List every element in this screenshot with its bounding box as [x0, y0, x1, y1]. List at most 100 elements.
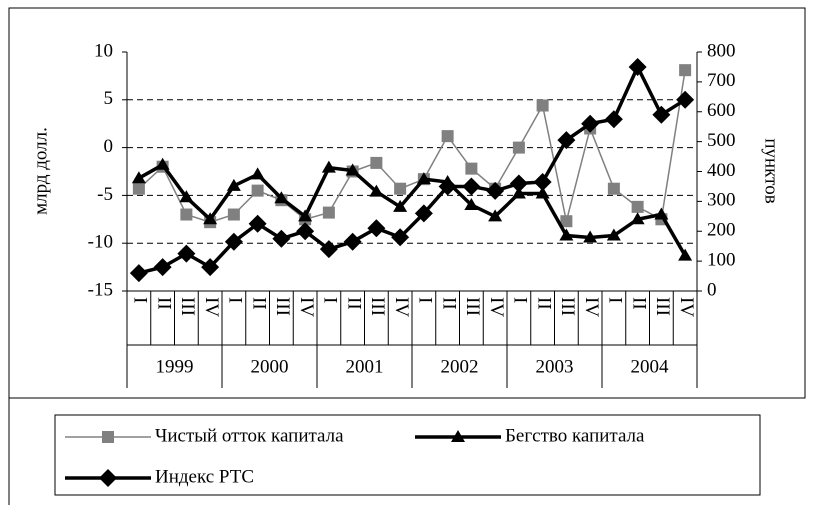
- year-label: 2001: [346, 356, 384, 377]
- data-point: [509, 174, 528, 193]
- y-tick-label: -10: [88, 232, 113, 253]
- x-tick-label: II: [533, 297, 554, 310]
- x-tick-label: III: [462, 297, 483, 316]
- data-point: [393, 199, 408, 212]
- x-tick-label: IV: [391, 297, 412, 317]
- legend-marker: [451, 430, 465, 442]
- y-tick-label: 10: [94, 40, 113, 61]
- data-point: [203, 212, 218, 225]
- data-point: [607, 182, 620, 195]
- data-point: [486, 181, 505, 200]
- data-point: [201, 258, 220, 277]
- series-line: [138, 70, 686, 223]
- x-tick-label: I: [130, 297, 151, 303]
- y-tick-label: 0: [104, 136, 114, 157]
- data-point: [180, 208, 193, 221]
- data-point: [370, 156, 383, 169]
- data-point: [343, 232, 362, 251]
- data-point: [251, 184, 264, 197]
- data-point: [654, 207, 669, 220]
- x-tick-label: I: [225, 297, 246, 303]
- data-point: [462, 177, 481, 196]
- data-point: [679, 64, 692, 77]
- data-point: [272, 229, 291, 248]
- series-line: [138, 162, 687, 257]
- year-label: 1999: [156, 356, 194, 377]
- legend-marker: [99, 469, 117, 487]
- data-point: [224, 232, 243, 251]
- data-point: [131, 171, 146, 184]
- x-tick-label: II: [153, 297, 174, 310]
- y2-tick-label: 400: [707, 160, 736, 181]
- x-tick-label: III: [367, 297, 388, 316]
- x-tick-label: I: [415, 297, 436, 303]
- data-point: [250, 167, 265, 180]
- legend-label: Индекс РТС: [155, 466, 254, 487]
- x-tick-label: III: [272, 297, 293, 316]
- data-point: [345, 163, 360, 176]
- data-point: [367, 219, 386, 238]
- y-axis-label: млрд долл.: [30, 127, 51, 215]
- data-point: [296, 222, 315, 241]
- legend-label: Бегство капитала: [505, 425, 645, 446]
- x-tick-label: II: [438, 297, 459, 310]
- data-point: [676, 90, 695, 109]
- y2-tick-label: 800: [707, 40, 736, 61]
- data-point: [511, 186, 526, 199]
- year-label: 2003: [536, 356, 574, 377]
- legend-label: Чистый отток капитала: [155, 425, 344, 446]
- data-point: [441, 130, 454, 143]
- data-point: [630, 212, 645, 225]
- x-tick-label: IV: [296, 297, 317, 317]
- data-point: [488, 209, 503, 222]
- data-point: [369, 184, 384, 197]
- y2-tick-label: 500: [707, 130, 736, 151]
- y2-tick-label: 0: [707, 279, 717, 300]
- y2-tick-label: 200: [707, 220, 736, 241]
- chart-frame: [8, 7, 806, 399]
- y-tick-label: -15: [88, 279, 113, 300]
- y2-axis-label: пунктов: [761, 138, 782, 203]
- year-label: 2002: [441, 356, 479, 377]
- data-point: [583, 230, 598, 243]
- data-point: [129, 264, 148, 283]
- data-point: [652, 105, 671, 124]
- data-point: [559, 228, 574, 241]
- data-point: [533, 172, 552, 191]
- data-point: [465, 162, 478, 175]
- data-point: [274, 191, 289, 204]
- x-tick-label: IV: [486, 297, 507, 317]
- data-point: [557, 131, 576, 150]
- year-label: 2004: [631, 356, 670, 377]
- x-tick-label: IV: [676, 297, 697, 317]
- data-point: [248, 214, 267, 233]
- data-point: [606, 228, 621, 241]
- data-point: [391, 228, 410, 247]
- year-label: 2000: [251, 356, 289, 377]
- data-point: [177, 244, 196, 263]
- data-point: [581, 114, 600, 133]
- data-point: [321, 160, 336, 173]
- x-tick-label: II: [343, 297, 364, 310]
- y-tick-label: -5: [97, 184, 113, 205]
- data-point: [394, 182, 407, 195]
- data-point: [153, 258, 172, 277]
- data-point: [416, 172, 431, 185]
- x-tick-label: III: [177, 297, 198, 316]
- y2-tick-label: 700: [707, 70, 736, 91]
- x-tick-label: IV: [201, 297, 222, 317]
- data-point: [322, 206, 335, 219]
- data-point: [464, 197, 479, 210]
- data-point: [604, 110, 623, 129]
- data-point: [226, 178, 241, 191]
- data-point: [512, 141, 525, 154]
- x-tick-label: IV: [581, 297, 602, 317]
- data-point: [678, 248, 693, 261]
- y2-tick-label: 100: [707, 249, 736, 270]
- y2-tick-label: 600: [707, 100, 736, 121]
- x-tick-label: II: [248, 297, 269, 310]
- x-tick-label: III: [557, 297, 578, 316]
- legend-marker: [102, 431, 114, 443]
